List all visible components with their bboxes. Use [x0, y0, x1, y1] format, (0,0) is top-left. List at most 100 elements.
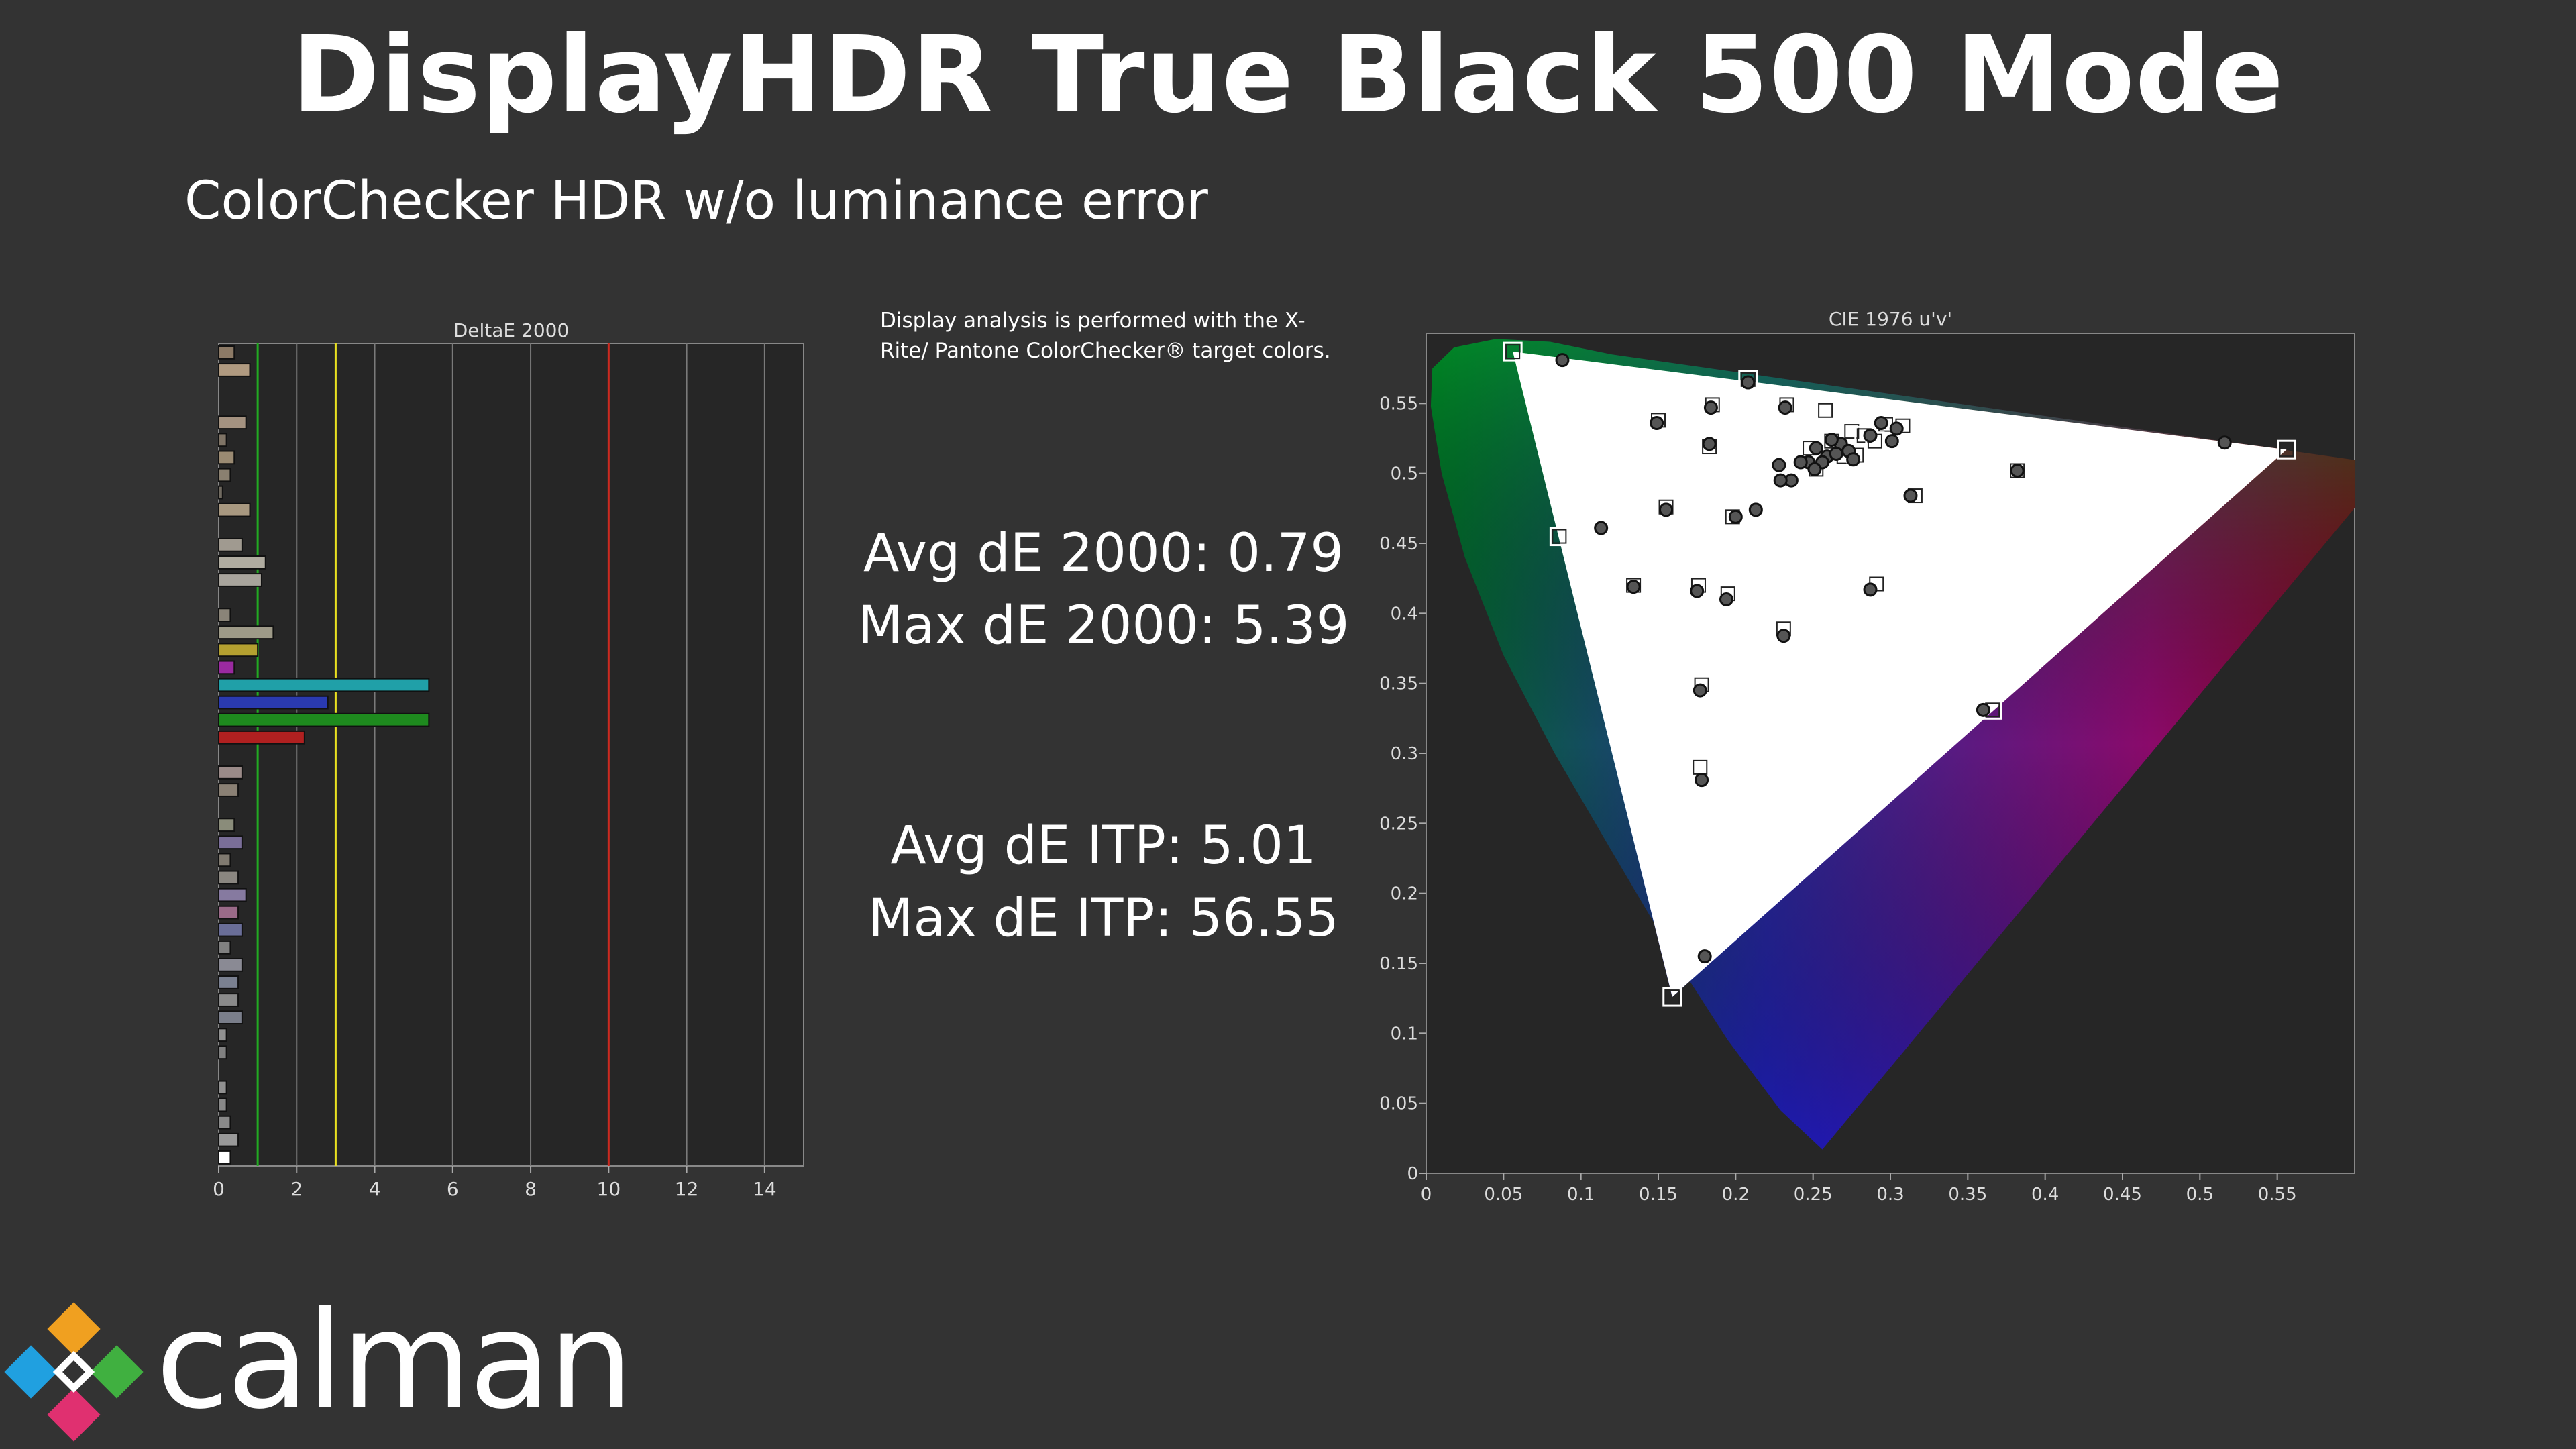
cie-measured-point	[1693, 683, 1707, 698]
cie-measured-point	[2010, 463, 2025, 478]
deltae-bar	[218, 537, 243, 552]
cie-measured-point	[1690, 584, 1705, 598]
max-itp-stat: Max dE ITP: 56.55	[868, 888, 1339, 949]
deltae-bar	[218, 643, 259, 657]
cie-measured-point	[1659, 502, 1674, 517]
cie-x-tick-label: 0.3	[1876, 1185, 1904, 1205]
cie-measured-point	[1829, 446, 1843, 461]
deltae-bar	[218, 678, 430, 692]
cie-x-tick-label: 0.4	[2031, 1185, 2059, 1205]
cie-measured-point	[1807, 462, 1822, 476]
deltae-bar	[218, 853, 231, 867]
deltae-bar	[218, 783, 239, 797]
cie-measured-point	[1697, 949, 1712, 964]
cie-target-square	[1549, 527, 1569, 547]
cie-target-square	[2007, 460, 2027, 480]
cie-x-tick-label: 0.35	[1948, 1185, 1987, 1205]
cie-measured-point	[1778, 400, 1792, 415]
deltae-bar	[218, 957, 243, 972]
cie-y-tick-label: 0.1	[1391, 1024, 1418, 1044]
deltae-bar	[218, 555, 266, 570]
cie-measured-point	[1741, 375, 1756, 390]
cie-x-tick-label: 0.25	[1794, 1185, 1833, 1205]
deltae-chart-title: DeltaE 2000	[453, 319, 570, 341]
deltae-tick-label: 10	[597, 1178, 621, 1200]
cie-measured-point	[1809, 441, 1823, 455]
cie-x-tick-label: 0.2	[1722, 1185, 1750, 1205]
cie-white-glow	[1513, 352, 2287, 998]
deltae-bar	[218, 450, 235, 465]
cie-x-tick-label: 0.5	[2186, 1185, 2214, 1205]
cie-y-tick-label: 0.5	[1391, 464, 1418, 484]
cie-measured-point	[1874, 416, 1888, 431]
cie-measured-point	[2217, 435, 2232, 450]
avg-de2000-stat: Avg dE 2000: 0.79	[863, 523, 1344, 584]
deltae-bar	[218, 625, 274, 640]
page-title: DisplayHDR True Black 500 Mode	[291, 13, 2285, 137]
deltae-bar	[218, 573, 262, 587]
analysis-note: Display analysis is performed with the X…	[880, 309, 1331, 363]
cie-measured-point	[1793, 455, 1808, 470]
deltae-tick-label: 0	[213, 1178, 225, 1200]
deltae-bar	[218, 1132, 239, 1147]
cie-target-square-inner	[1664, 989, 1680, 1005]
cie-measured-point	[1776, 629, 1791, 643]
cie-measured-point	[1773, 473, 1788, 488]
deltae-bar	[218, 695, 329, 710]
calman-wordmark: calman	[156, 1283, 633, 1439]
cie-y-tick-label: 0.4	[1391, 604, 1418, 624]
cie-measured-point	[1555, 353, 1570, 368]
cie-measured-point	[1702, 437, 1717, 451]
cie-target-square	[1841, 421, 1862, 441]
deltae-bar	[218, 345, 235, 360]
deltae-bar	[218, 660, 235, 675]
deltae-bar	[218, 922, 243, 937]
cie-target-square	[2277, 439, 2297, 460]
cie-y-tick-label: 0.55	[1379, 394, 1418, 414]
cie-x-tick-label: 0.45	[2103, 1185, 2142, 1205]
deltae-bar	[218, 975, 239, 989]
cie-measured-point	[1703, 400, 1718, 415]
deltae-bar	[218, 712, 430, 727]
deltae-bar	[218, 835, 243, 850]
cie-y-tick-label: 0.25	[1379, 814, 1418, 834]
cie-x-tick-label: 0.05	[1484, 1185, 1523, 1205]
cie-measured-point	[1863, 582, 1878, 597]
cie-x-tick-label: 0.15	[1639, 1185, 1678, 1205]
cie-target-square-inner	[1818, 402, 1833, 418]
deltae-bar	[218, 1028, 227, 1042]
deltae-bar	[218, 765, 243, 780]
cie-measured-point	[1846, 452, 1861, 467]
cie-target-square-inner	[1505, 344, 1521, 360]
page-subtitle: ColorChecker HDR w/o luminance error	[184, 171, 1208, 231]
deltae-bar	[218, 1010, 243, 1025]
cie-y-tick-label: 0.05	[1379, 1094, 1418, 1114]
deltae-2000-chart: DeltaE 2000 0 2 4 6 8 10 12 14	[213, 319, 804, 1200]
cie-measured-point	[1824, 433, 1839, 447]
deltae-bar	[218, 485, 223, 500]
deltae-bar	[218, 502, 251, 517]
deltae-tick-label: 2	[290, 1178, 303, 1200]
deltae-bar	[218, 905, 239, 920]
deltae-bar	[218, 468, 231, 482]
cie-target-square-inner	[1552, 529, 1567, 544]
cie-measured-point	[1772, 458, 1786, 472]
deltae-plot-area	[218, 343, 804, 1167]
deltae-bar	[218, 940, 231, 955]
cie-y-tick-label: 0	[1407, 1164, 1418, 1184]
deltae-bar	[218, 433, 227, 447]
cie-measured-point	[1903, 488, 1918, 503]
calman-logo-icon	[4, 1302, 144, 1442]
cie-gamut-group	[1430, 339, 2355, 1150]
cie-measured-point	[1976, 702, 1990, 717]
cie-y-tick-label: 0.35	[1379, 674, 1418, 694]
calman-logo	[4, 1302, 144, 1442]
cie-y-tick-label: 0.45	[1379, 534, 1418, 554]
cie-measured-point	[1748, 502, 1763, 517]
deltae-tick-label: 6	[447, 1178, 459, 1200]
deltae-tick-label: 14	[753, 1178, 777, 1200]
cie-measured-point	[1626, 580, 1641, 594]
cie-measured-point	[1889, 421, 1904, 436]
cie-target-square-inner	[1844, 424, 1860, 439]
cie-target-square	[1815, 400, 1835, 421]
